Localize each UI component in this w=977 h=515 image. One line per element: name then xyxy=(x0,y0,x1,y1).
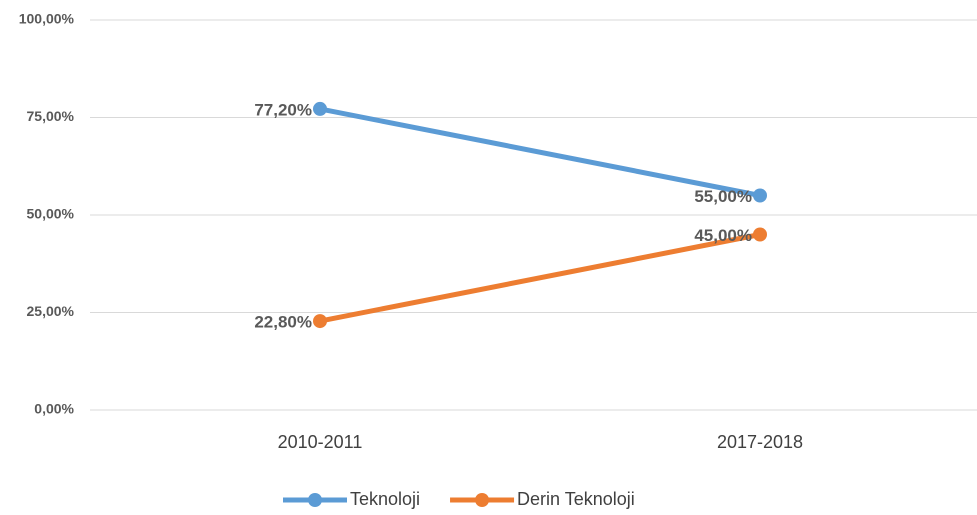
x-tick-label: 2017-2018 xyxy=(717,432,803,452)
data-label: 55,00% xyxy=(694,187,752,206)
marker xyxy=(753,227,767,242)
legend-label: Teknoloji xyxy=(350,489,420,509)
data-label: 77,20% xyxy=(254,100,312,119)
y-tick-label: 0,00% xyxy=(34,401,74,417)
data-label: 22,80% xyxy=(254,313,312,332)
legend-marker xyxy=(475,493,490,507)
legend-label: Derin Teknoloji xyxy=(517,489,635,509)
marker xyxy=(313,101,327,116)
line xyxy=(319,232,761,324)
legend-marker xyxy=(308,493,322,507)
y-tick-label: 75,00% xyxy=(27,108,75,124)
x-tick-label: 2010-2011 xyxy=(278,432,363,452)
y-tick-label: 50,00% xyxy=(27,206,75,222)
marker xyxy=(753,188,767,203)
data-label: 45,00% xyxy=(694,226,752,245)
y-tick-label: 100,00% xyxy=(19,11,75,27)
y-tick-label: 25,00% xyxy=(27,303,75,319)
line xyxy=(319,106,761,198)
marker xyxy=(313,314,327,329)
